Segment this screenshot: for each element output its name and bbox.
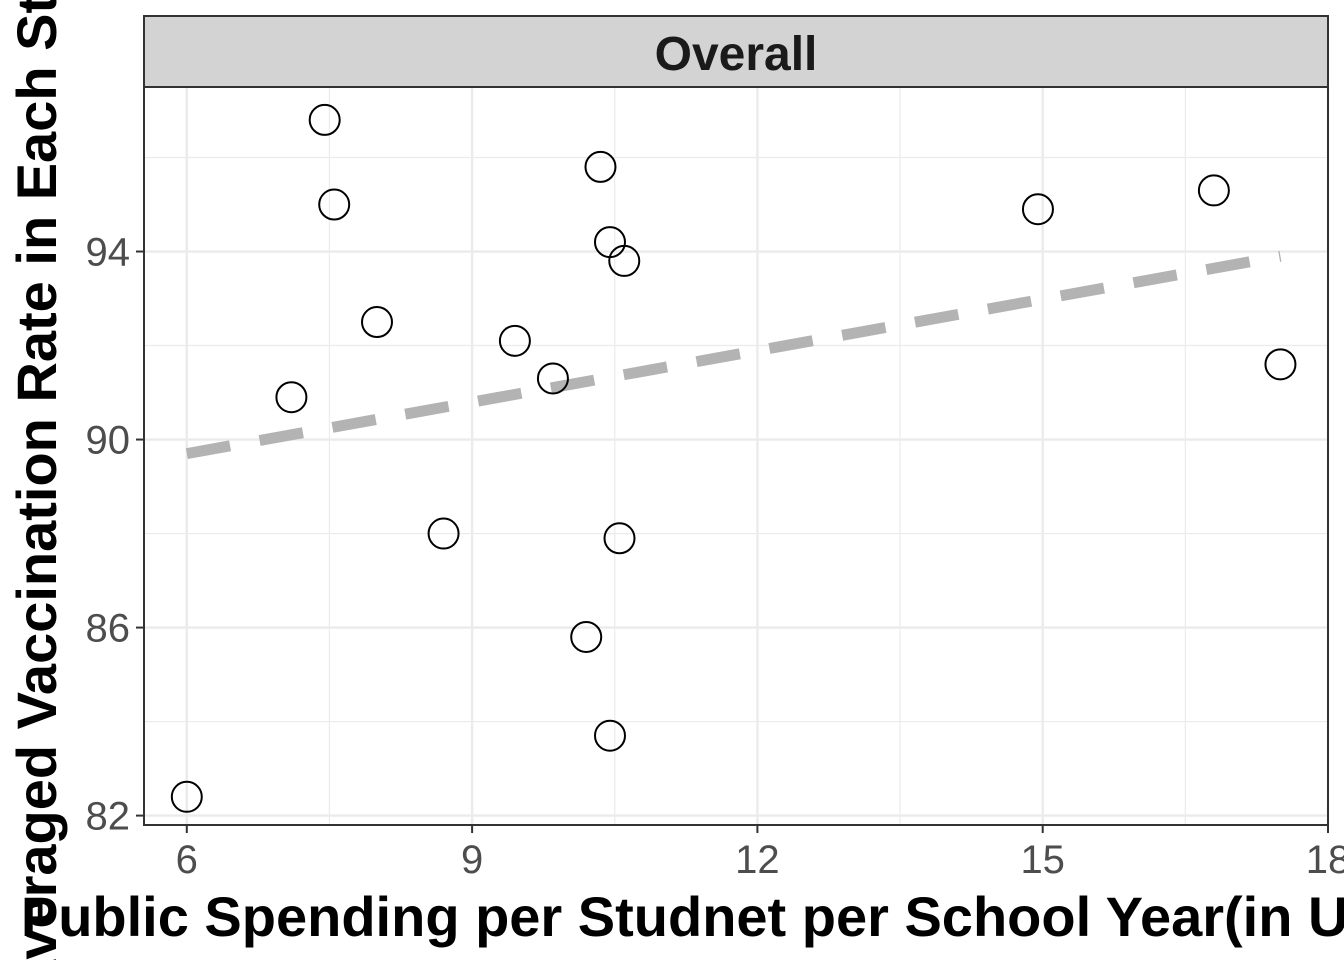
data-point	[318, 188, 351, 221]
data-point	[603, 522, 636, 555]
x-tick-label: 18	[1306, 838, 1344, 882]
data-point	[170, 780, 203, 813]
data-point	[608, 244, 641, 277]
data-point	[593, 719, 626, 752]
data-points	[170, 103, 1297, 813]
facet-label: Overall	[655, 28, 818, 81]
x-tick-label: 12	[735, 838, 780, 882]
minor-gridlines	[144, 87, 1328, 825]
trend-line	[185, 250, 1282, 460]
data-point	[1264, 348, 1297, 381]
data-point	[570, 620, 603, 653]
data-point	[498, 324, 531, 357]
y-axis: 82 86 90 94	[86, 231, 144, 839]
panel-border	[143, 86, 1329, 826]
plot-panel	[144, 87, 1328, 825]
x-tick-label: 6	[176, 838, 198, 882]
facet-strip	[143, 15, 1329, 88]
x-axis: 6 9 12 15 18	[176, 825, 1344, 882]
x-tick-label: 9	[461, 838, 483, 882]
data-point	[1197, 174, 1230, 207]
data-point	[275, 381, 308, 414]
y-tick-label: 82	[86, 795, 131, 839]
x-axis-title: Public Spending per Studnet per School Y…	[21, 885, 1344, 948]
data-point	[360, 306, 393, 339]
data-point	[584, 150, 617, 183]
data-point	[427, 517, 460, 550]
trend-line-group	[185, 250, 1282, 460]
y-tick-label: 90	[86, 419, 131, 463]
x-tick-label: 15	[1020, 838, 1065, 882]
y-tick-label: 86	[86, 607, 131, 651]
y-tick-label: 94	[86, 231, 131, 275]
data-point	[536, 362, 569, 395]
data-point	[1021, 193, 1054, 226]
y-axis-title: Averaged Vaccination Rate in Each State	[5, 0, 68, 960]
data-point	[308, 103, 341, 136]
